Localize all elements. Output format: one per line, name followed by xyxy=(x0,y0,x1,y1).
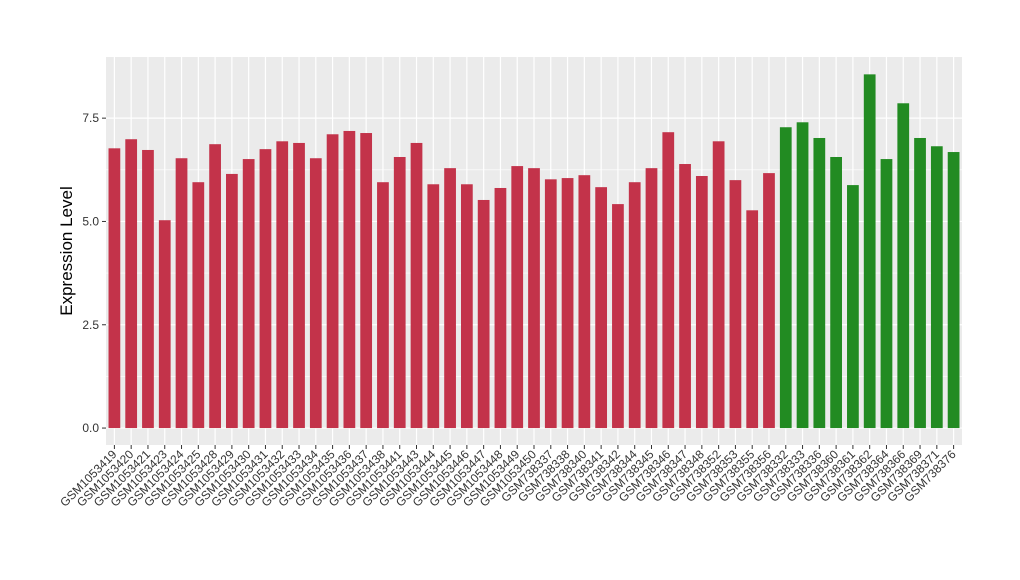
bar xyxy=(427,184,440,429)
bar xyxy=(309,158,322,429)
bar xyxy=(863,74,876,429)
bar xyxy=(494,187,507,429)
bar xyxy=(897,103,910,429)
bar xyxy=(242,159,255,429)
bar xyxy=(192,182,205,429)
bar xyxy=(662,132,675,429)
bar xyxy=(880,159,893,429)
bar xyxy=(293,142,305,429)
bar xyxy=(914,137,926,429)
bar xyxy=(746,210,759,429)
bar xyxy=(142,149,154,429)
bar xyxy=(796,122,809,429)
bar xyxy=(158,220,171,429)
bar xyxy=(460,184,473,429)
bar xyxy=(612,204,624,429)
bar xyxy=(209,144,221,429)
bar xyxy=(679,164,691,429)
y-tick-label: 5.0 xyxy=(82,214,99,228)
bar xyxy=(108,148,121,429)
bar xyxy=(830,156,842,429)
bar xyxy=(360,133,373,429)
bar xyxy=(226,173,238,429)
bar xyxy=(175,158,188,429)
bar xyxy=(695,176,708,429)
bar xyxy=(712,141,725,429)
bar xyxy=(947,152,960,429)
bar xyxy=(259,149,272,429)
bar xyxy=(578,175,591,429)
bar xyxy=(276,141,289,429)
bar xyxy=(779,127,792,429)
bar xyxy=(125,139,138,429)
y-tick-label: 0.0 xyxy=(82,421,99,435)
bar xyxy=(343,130,356,429)
bar xyxy=(326,134,339,429)
bar xyxy=(645,168,658,429)
bar xyxy=(528,168,540,429)
bar xyxy=(544,179,557,429)
y-tick-label: 7.5 xyxy=(82,111,99,125)
bar xyxy=(393,156,406,429)
bar xyxy=(763,173,775,429)
bar xyxy=(410,142,423,429)
bar xyxy=(628,182,641,429)
y-tick-label: 2.5 xyxy=(82,318,99,332)
bar xyxy=(847,185,859,429)
bar xyxy=(511,166,524,429)
bar xyxy=(930,146,943,429)
bar xyxy=(444,168,456,429)
y-axis-title: Expression Level xyxy=(57,186,76,315)
bar xyxy=(813,137,826,429)
bar xyxy=(595,187,608,429)
bar xyxy=(729,180,742,429)
bar xyxy=(377,182,389,429)
bar xyxy=(561,178,574,429)
bar xyxy=(477,199,490,429)
